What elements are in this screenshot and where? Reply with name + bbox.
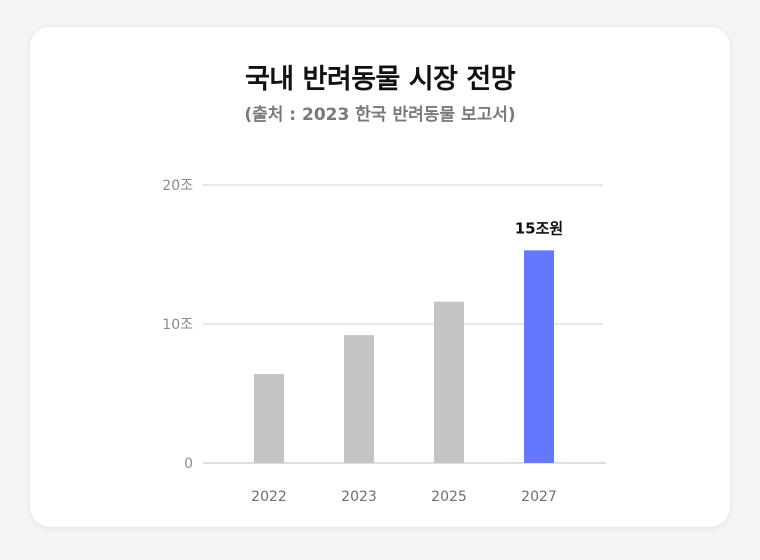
x-tick-label: 2027 xyxy=(521,489,557,505)
bar-2027 xyxy=(524,250,554,463)
chart-title: 국내 반려동물 시장 전망 xyxy=(244,64,516,95)
x-tick-label: 2023 xyxy=(341,489,377,505)
x-tick-label: 2022 xyxy=(251,489,287,505)
bar-2025 xyxy=(434,301,464,463)
x-tick-label: 2025 xyxy=(431,489,467,505)
y-tick-label: 0 xyxy=(184,456,193,472)
chart-card xyxy=(30,27,730,527)
y-tick-label: 10조 xyxy=(162,317,193,333)
bar-2022 xyxy=(254,374,284,463)
data-label: 15조원 xyxy=(515,219,563,237)
chart-subtitle: (출처 : 2023 한국 반려동물 보고서) xyxy=(244,105,516,125)
bar-2023 xyxy=(344,335,374,463)
y-tick-label: 20조 xyxy=(162,178,193,194)
